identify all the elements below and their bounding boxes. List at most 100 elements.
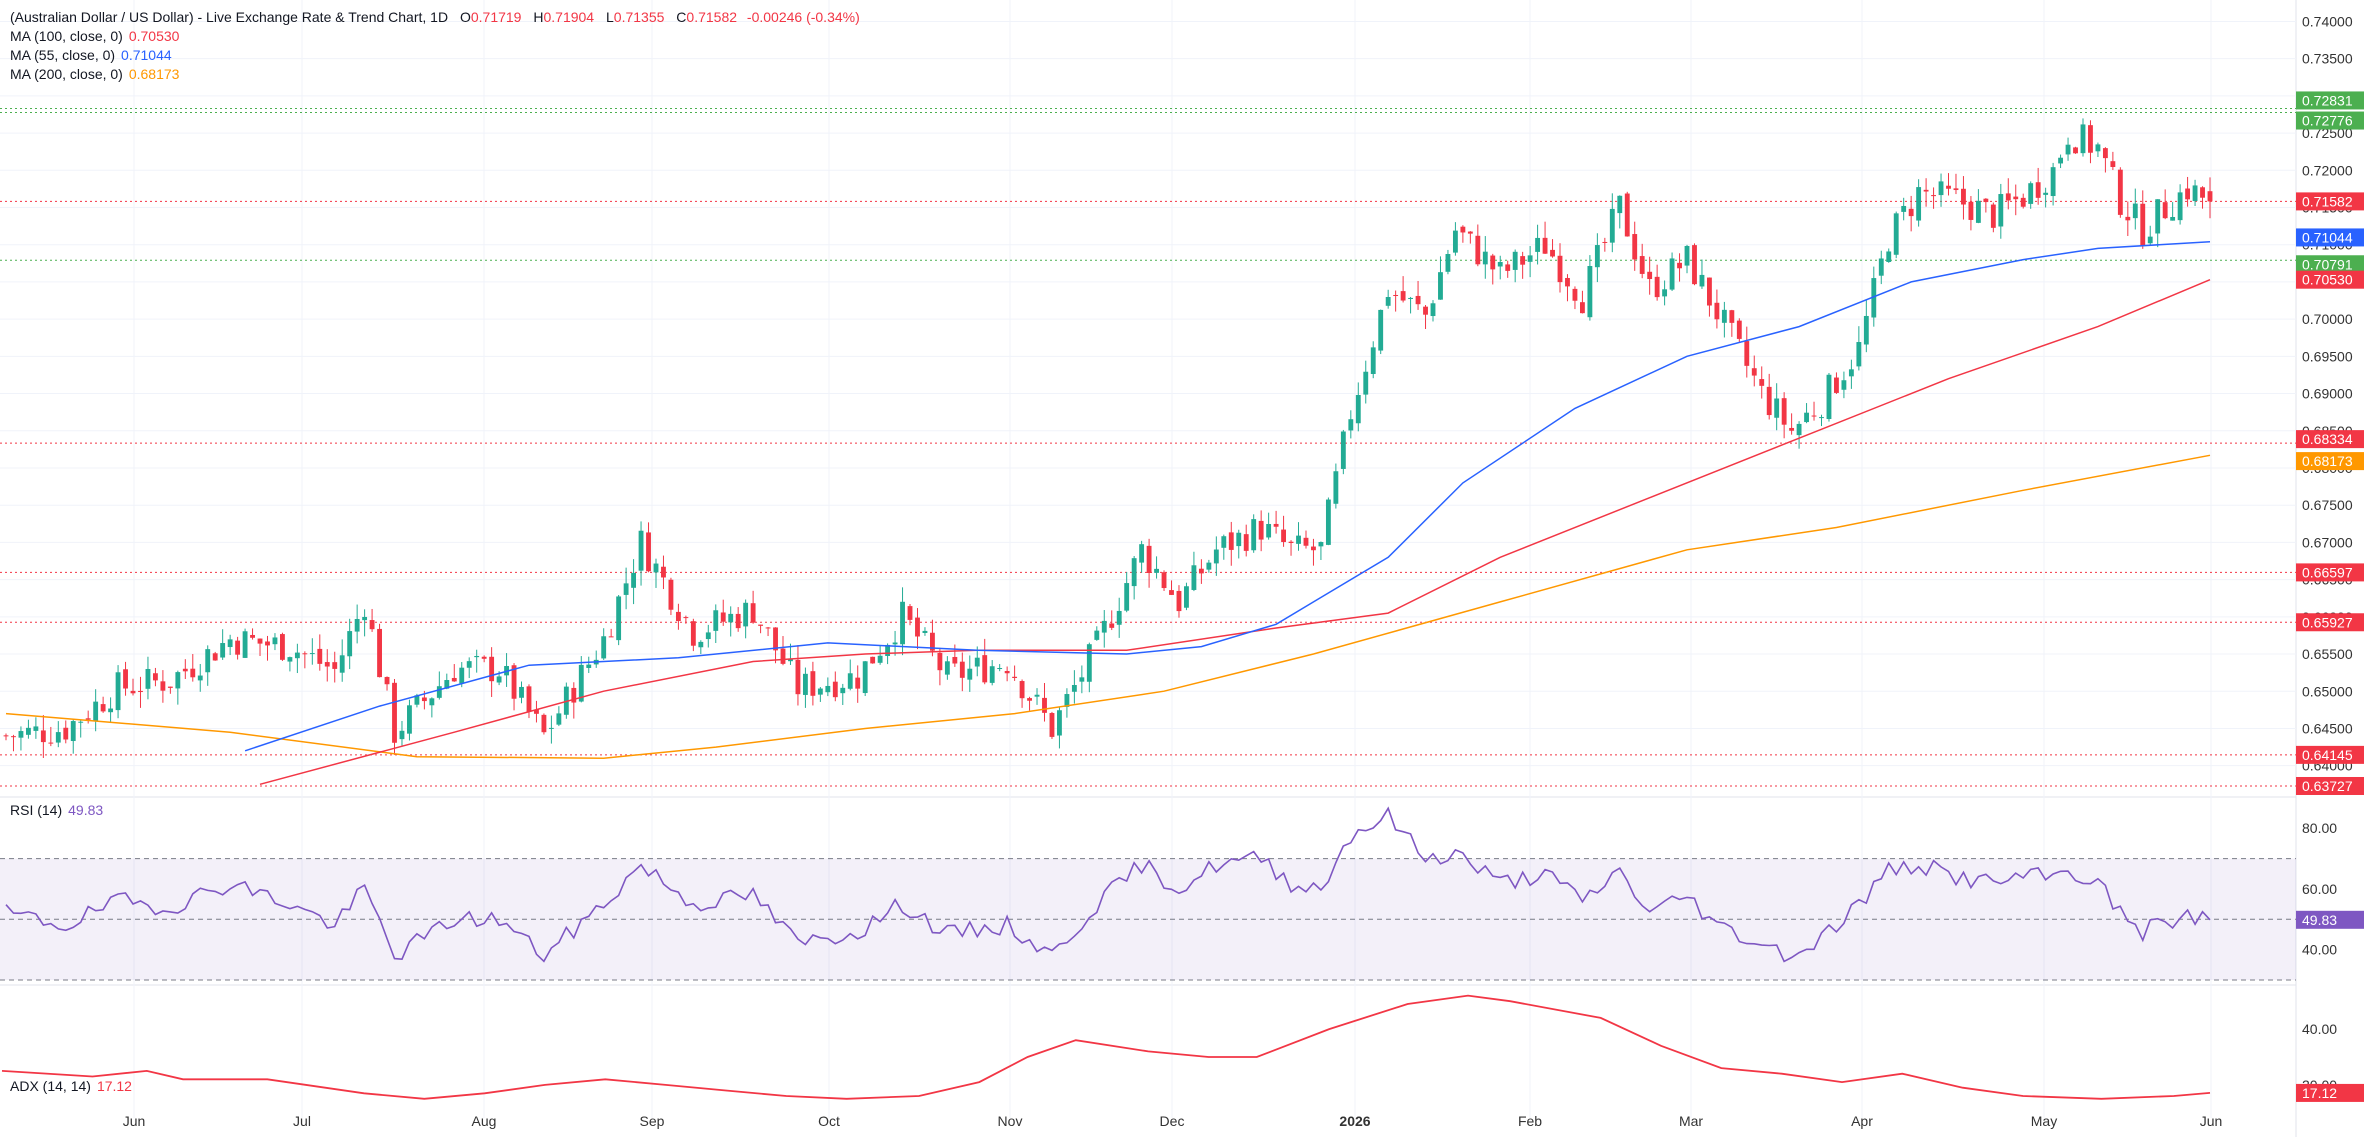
candle-body [1124,583,1130,611]
candle-body [1423,306,1428,315]
candle-body [571,687,577,703]
candle-body [1385,297,1391,306]
x-tick-label: 2026 [1339,1113,1370,1129]
candle-body [548,727,554,729]
candle-body [1512,251,1518,270]
x-tick-label: Jun [123,1113,146,1129]
candle-body [212,653,218,661]
price-axis-label-bg [2296,192,2364,211]
candle-body [451,677,457,682]
candle-body [2185,188,2191,200]
candle-body [429,698,435,706]
candle-body [1931,195,1936,197]
rsi-value: 49.83 [68,802,104,818]
candle-body [1886,251,1892,262]
rsi-legend: RSI (14) 49.83 [10,802,103,818]
open-value: 0.71719 [470,9,522,25]
candle-body [362,616,368,621]
candle-body [929,632,935,651]
candle-body [1034,694,1040,697]
price-axis-label-text: 0.66597 [2302,564,2353,580]
candle-body [123,669,128,689]
adx-last-label: 17.12 [2296,1083,2364,1102]
candle-body [728,613,734,623]
candle-body [825,685,831,693]
candle-body [242,631,248,658]
candle-body [1804,412,1809,423]
candle-body [182,668,188,672]
candle-body [1699,274,1705,287]
candle-body [1781,398,1787,425]
candle-body [496,676,502,683]
y-tick-label: 0.73500 [2302,51,2353,67]
candle-body [309,653,315,655]
candle-body [1355,394,1361,424]
candle-body [2170,216,2176,221]
candle-body [1378,309,1384,351]
candle-body [952,656,958,664]
ma100-value: 0.70530 [128,28,180,44]
candle-body [885,644,891,656]
candle-body [1975,200,1981,223]
chart-title: (Australian Dollar / US Dollar) - Live E… [10,9,449,25]
price-axis-label-text: 0.70530 [2302,272,2353,288]
price-axis-label-bg [2296,776,2364,795]
ma55-line [244,240,2211,752]
candle-body [2117,169,2123,215]
candle-body [802,673,808,695]
ma200-line [5,454,2211,759]
candle-body [2065,144,2071,155]
candle-body [1624,193,1630,237]
candle-body [855,677,861,689]
candle-body [1916,187,1922,221]
candle-body [1565,277,1570,287]
candle-body [2125,216,2131,221]
candle-body [2177,192,2183,221]
ma55-legend: MA (55, close, 0) 0.71044 [10,47,172,63]
candle-body [1878,258,1884,276]
candle-body [1729,310,1735,323]
candle-body [2140,203,2146,246]
candle-body [690,621,696,646]
candle-body [489,656,495,682]
candle-body [2043,192,2049,195]
rsi-last-label-bg [2296,910,2364,929]
candle-body [130,690,136,694]
candle-body [466,661,472,668]
price-axis-label: 0.70530 [2296,270,2364,289]
candle-body [2080,124,2086,154]
candle-body [70,721,76,742]
candle-body [407,705,412,734]
candle-body [474,655,480,658]
candle-body [1460,226,1466,233]
candle-body [354,618,360,632]
candle-body [683,617,689,619]
candle-body [227,639,233,648]
candle-body [257,638,263,644]
price-axis-label: 0.71044 [2296,228,2364,247]
candle-body [526,686,532,712]
candle-body [145,668,151,689]
price-legend: (Australian Dollar / US Dollar) - Live E… [10,9,860,25]
candle-body [1609,208,1615,243]
candle-body [556,713,562,725]
rsi-tick-label: 80.00 [2302,820,2337,836]
x-tick-label: Nov [998,1113,1023,1129]
rsi-line [5,806,2211,963]
candle-body [989,666,995,683]
price-axis-label-bg [2296,452,2364,471]
y-tick-label: 0.74000 [2302,13,2353,29]
price-axis-label: 0.68334 [2296,430,2364,449]
candle-body [1542,237,1548,254]
candle-body [220,643,226,658]
price-axis-label-bg [2296,228,2364,247]
candle-body [1042,697,1047,713]
candle-body [78,721,84,723]
candle-body [1602,241,1608,243]
candle-body [332,662,338,669]
candle-body [900,601,905,645]
candle-body [11,736,16,738]
candle-body [1819,417,1824,419]
candle-body [2058,157,2064,164]
